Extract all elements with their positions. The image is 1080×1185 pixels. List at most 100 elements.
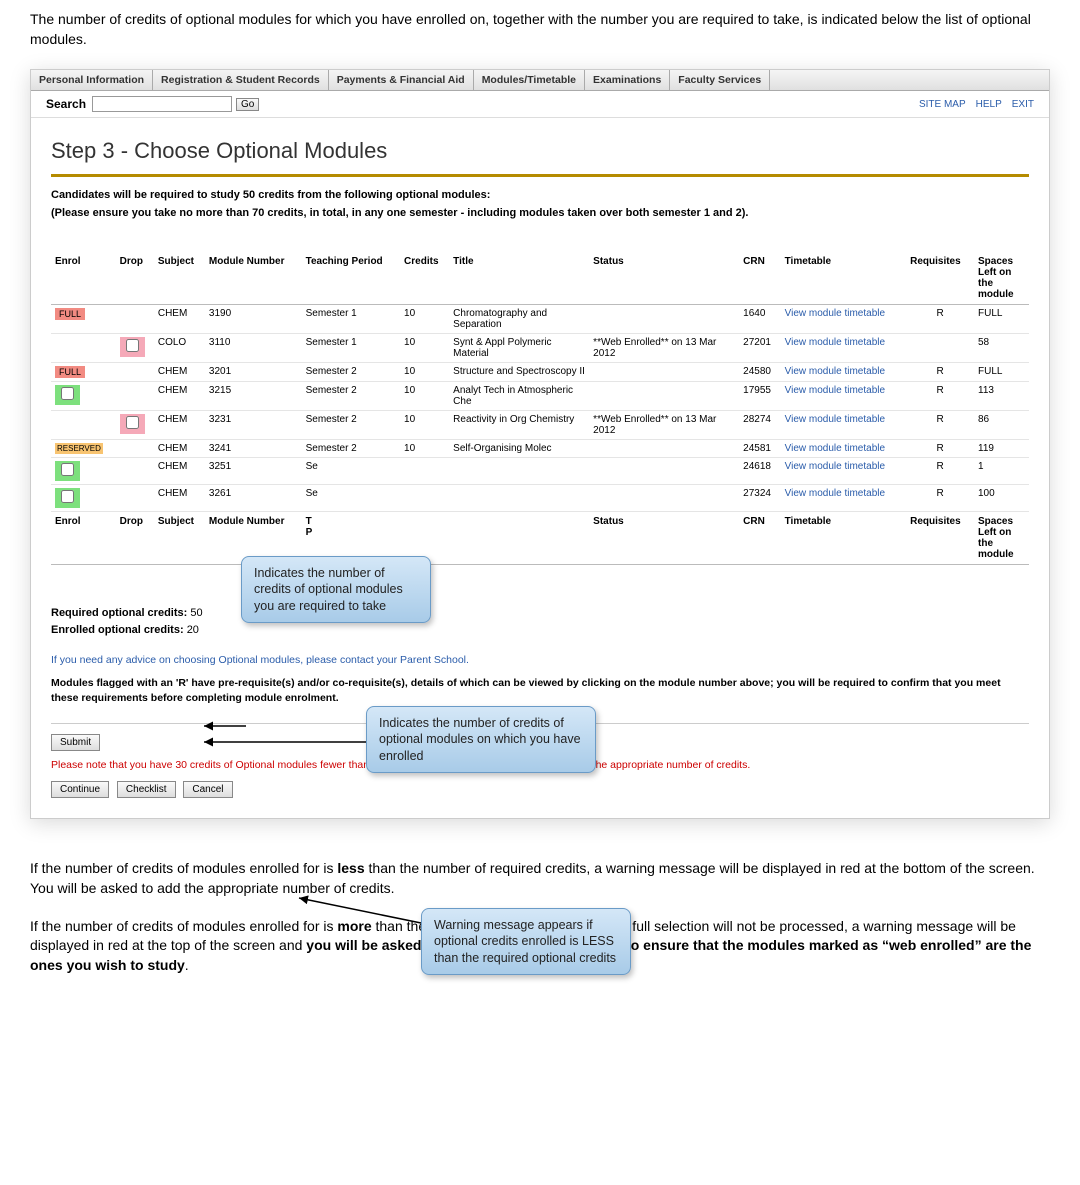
callout-enrolled-credits: Indicates the number of credits of optio… [366, 706, 596, 773]
credits-summary: Required optional credits: 50 Enrolled o… [51, 605, 1029, 638]
cell-status [589, 440, 739, 458]
cell-title: Structure and Spectroscopy II [449, 363, 589, 382]
cell-drop [116, 334, 154, 363]
nav-tabs: Personal InformationRegistration & Stude… [31, 70, 1049, 91]
table-row: COLO3110Semester 110Synt & Appl Polymeri… [51, 334, 1029, 363]
nav-tab[interactable]: Registration & Student Records [153, 70, 329, 90]
cell-spaces: 58 [974, 334, 1029, 363]
table-footer-header-row: Enrol Drop Subject Module Number TP Stat… [51, 512, 1029, 565]
cell-spaces: 100 [974, 485, 1029, 512]
outro1a: If the number of credits of modules enro… [30, 860, 337, 876]
top-link[interactable]: EXIT [1012, 99, 1034, 110]
th-module-number: Module Number [205, 252, 302, 305]
drop-checkbox-wrap [120, 337, 145, 357]
cell-status [589, 458, 739, 485]
page-title: Step 3 - Choose Optional Modules [51, 138, 1029, 164]
th-status: Status [589, 252, 739, 305]
cell-enrol: FULL [51, 363, 116, 382]
cell-credits: 10 [400, 382, 449, 411]
content-area: Step 3 - Choose Optional Modules Candida… [31, 118, 1049, 818]
nav-tab[interactable]: Modules/Timetable [474, 70, 585, 90]
cell-crn: 24618 [739, 458, 780, 485]
cell-module-number: 3251 [205, 458, 302, 485]
timetable-link[interactable]: View module timetable [785, 308, 885, 319]
cell-crn: 27324 [739, 485, 780, 512]
cancel-button[interactable]: Cancel [183, 781, 232, 798]
timetable-link[interactable]: View module timetable [785, 337, 885, 348]
cell-module-number: 3215 [205, 382, 302, 411]
cell-drop [116, 458, 154, 485]
checklist-button[interactable]: Checklist [117, 781, 176, 798]
drop-checkbox[interactable] [126, 339, 139, 352]
enrol-checkbox[interactable] [61, 490, 74, 503]
cell-subject: CHEM [154, 440, 205, 458]
cell-status [589, 382, 739, 411]
cell-enrol [51, 485, 116, 512]
nav-tab[interactable]: Personal Information [31, 70, 153, 90]
go-button[interactable]: Go [236, 98, 259, 111]
full-badge: FULL [55, 366, 85, 378]
cell-spaces: 1 [974, 458, 1029, 485]
cell-title: Synt & Appl Polymeric Material [449, 334, 589, 363]
cell-timetable: View module timetable [781, 411, 907, 440]
timetable-link[interactable]: View module timetable [785, 461, 885, 472]
cell-subject: COLO [154, 334, 205, 363]
cell-module-number: 3110 [205, 334, 302, 363]
nav-tab[interactable]: Payments & Financial Aid [329, 70, 474, 90]
top-link[interactable]: SITE MAP [919, 99, 966, 110]
cell-module-number: 3231 [205, 411, 302, 440]
enrol-checkbox[interactable] [61, 387, 74, 400]
cell-credits: 10 [400, 305, 449, 334]
enrol-checkbox[interactable] [61, 463, 74, 476]
th-drop: Drop [116, 252, 154, 305]
cell-spaces: 113 [974, 382, 1029, 411]
cell-subject: CHEM [154, 411, 205, 440]
cell-period: Se [302, 458, 400, 485]
intro-text: The number of credits of optional module… [30, 10, 1050, 49]
timetable-link[interactable]: View module timetable [785, 443, 885, 454]
cell-subject: CHEM [154, 363, 205, 382]
cell-status [589, 363, 739, 382]
outro2a: If the number of credits of modules enro… [30, 918, 337, 934]
cell-period: Semester 2 [302, 363, 400, 382]
th-drop: Drop [116, 512, 154, 565]
th-requisites: Requisites [906, 512, 974, 565]
top-link[interactable]: HELP [976, 99, 1002, 110]
cell-title: Reactivity in Org Chemistry [449, 411, 589, 440]
timetable-link[interactable]: View module timetable [785, 488, 885, 499]
cell-crn: 24581 [739, 440, 780, 458]
cell-crn: 24580 [739, 363, 780, 382]
search-input[interactable] [92, 96, 232, 112]
table-row: FULLCHEM3190Semester 110Chromatography a… [51, 305, 1029, 334]
cell-title [449, 485, 589, 512]
continue-button[interactable]: Continue [51, 781, 109, 798]
cell-period: Semester 1 [302, 305, 400, 334]
nav-tab[interactable]: Examinations [585, 70, 670, 90]
cell-period: Semester 2 [302, 440, 400, 458]
cell-module-number: 3241 [205, 440, 302, 458]
cell-timetable: View module timetable [781, 382, 907, 411]
timetable-link[interactable]: View module timetable [785, 414, 885, 425]
timetable-link[interactable]: View module timetable [785, 385, 885, 396]
submit-button[interactable]: Submit [51, 734, 100, 751]
cell-timetable: View module timetable [781, 363, 907, 382]
cell-requisites: R [906, 363, 974, 382]
instructions: Candidates will be required to study 50 … [51, 187, 1029, 222]
cell-timetable: View module timetable [781, 440, 907, 458]
drop-checkbox[interactable] [126, 416, 139, 429]
cell-subject: CHEM [154, 458, 205, 485]
cell-status: **Web Enrolled** on 13 Mar 2012 [589, 334, 739, 363]
enrol-checkbox-wrap [55, 488, 80, 508]
outro2b: more [337, 918, 371, 934]
cell-spaces: FULL [974, 363, 1029, 382]
nav-tab[interactable]: Faculty Services [670, 70, 770, 90]
th-requisites: Requisites [906, 252, 974, 305]
th-title [449, 512, 589, 565]
cell-enrol: FULL [51, 305, 116, 334]
timetable-link[interactable]: View module timetable [785, 366, 885, 377]
cell-credits: 10 [400, 363, 449, 382]
cell-module-number: 3201 [205, 363, 302, 382]
table-header-row: Enrol Drop Subject Module Number Teachin… [51, 252, 1029, 305]
cell-drop [116, 485, 154, 512]
th-timetable: Timetable [781, 512, 907, 565]
